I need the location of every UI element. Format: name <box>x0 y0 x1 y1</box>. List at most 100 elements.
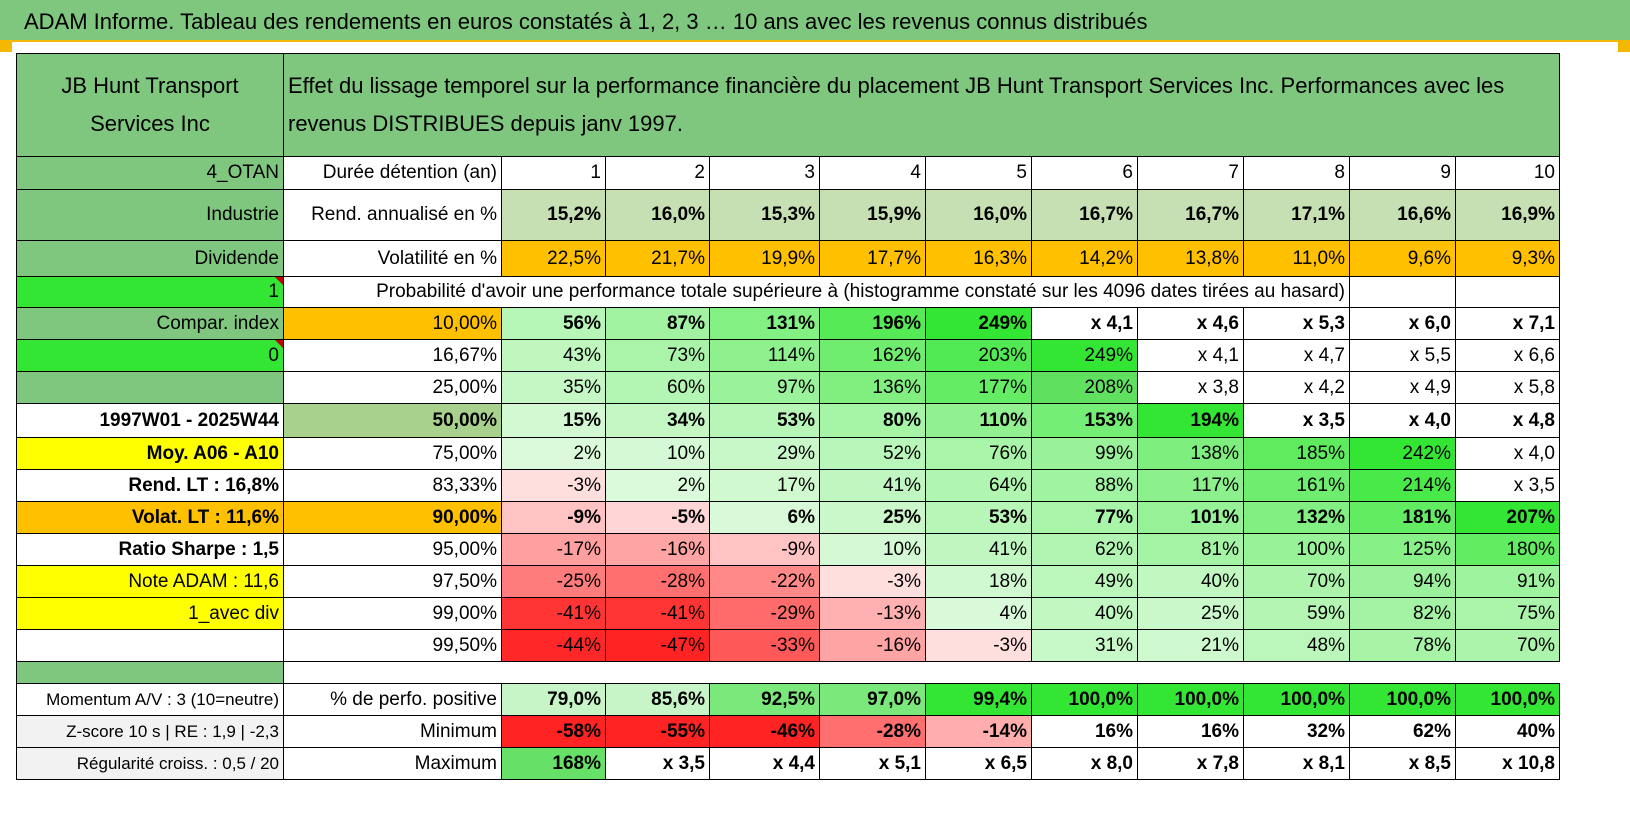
stats-row: Z-score 10 s | RE : 1,9 | -2,3 Minimum -58… <box>16 715 1560 748</box>
probability-value: 53% <box>709 403 820 438</box>
stats-value: 79,0% <box>501 683 606 716</box>
probability-value: x 4,9 <box>1349 371 1456 404</box>
probability-value: -16% <box>819 629 926 662</box>
stats-value: 85,6% <box>605 683 710 716</box>
rend-value: 16,9% <box>1455 189 1560 241</box>
stats-side-label: Régularité croiss. : 0,5 / 20 <box>16 747 284 780</box>
probability-row: 0 16,67% 43% 73% 114% 162% 203% 249% x 4,1 x 4,7 x… <box>16 339 1560 372</box>
progress-bar <box>16 661 284 684</box>
row-label: Volatilité en % <box>283 240 502 277</box>
rend-value: 15,2% <box>501 189 606 241</box>
probability-value: 4% <box>925 597 1032 630</box>
empty-cell <box>1455 276 1560 308</box>
probability-row: Volat. LT : 11,6% 90,00% -9% -5% 6% 25% 53% 77%… <box>16 501 1560 534</box>
probability-value: -33% <box>709 629 820 662</box>
probability-value: 117% <box>1137 469 1244 502</box>
probability-value: 29% <box>709 437 820 470</box>
stats-value: 40% <box>1455 715 1560 748</box>
stats-label: Minimum <box>283 715 502 748</box>
stats-value: -46% <box>709 715 820 748</box>
vol-value: 11,0% <box>1243 240 1350 277</box>
row-label: Durée détention (an) <box>283 156 502 190</box>
stats-value: 100,0% <box>1031 683 1138 716</box>
probability-value: 82% <box>1349 597 1456 630</box>
probability-threshold: 75,00% <box>283 437 502 470</box>
row-side-label <box>16 629 284 662</box>
duration-header: 6 <box>1031 156 1138 190</box>
probability-value: 177% <box>925 371 1032 404</box>
probability-threshold: 83,33% <box>283 469 502 502</box>
rend-value: 16,7% <box>1137 189 1244 241</box>
duration-header: 1 <box>501 156 606 190</box>
probability-value: 70% <box>1455 629 1560 662</box>
probability-value: 62% <box>1031 533 1138 566</box>
duration-header: 8 <box>1243 156 1350 190</box>
probability-row: Ratio Sharpe : 1,5 95,00% -17% -16% -9% 10% 41… <box>16 533 1560 566</box>
corner-marker-left <box>0 42 12 52</box>
probability-threshold: 16,67% <box>283 339 502 372</box>
row-side-label: Volat. LT : 11,6% <box>16 501 284 534</box>
probability-threshold: 25,00% <box>283 371 502 404</box>
probability-value: 153% <box>1031 403 1138 438</box>
probability-value: -3% <box>501 469 606 502</box>
stats-row: Momentum A/V : 3 (10=neutre)% de perfo. … <box>16 683 1560 716</box>
probability-value: 114% <box>709 339 820 372</box>
probability-value: 242% <box>1349 437 1456 470</box>
probability-threshold: 97,50% <box>283 565 502 598</box>
vol-value: 14,2% <box>1031 240 1138 277</box>
probability-value: 41% <box>925 533 1032 566</box>
duration-header: 2 <box>605 156 710 190</box>
probability-value: 10% <box>819 533 926 566</box>
stats-value: x 3,5 <box>605 747 710 780</box>
vol-value: 16,3% <box>925 240 1032 277</box>
probability-value: -44% <box>501 629 606 662</box>
probability-value: x 5,3 <box>1243 307 1350 340</box>
stats-value: x 4,4 <box>709 747 820 780</box>
row-side-label <box>16 371 284 404</box>
rend-value: 16,0% <box>605 189 710 241</box>
report-title-bar: ADAM Informe. Tableau des rendements en … <box>0 0 1630 42</box>
probability-value: x 6,0 <box>1349 307 1456 340</box>
probability-value: 73% <box>605 339 710 372</box>
probability-value: -9% <box>709 533 820 566</box>
stats-label: Maximum <box>283 747 502 780</box>
probability-row: 99,50% -44% -47% -33% -16% -3% 31% 21% 48% 78% 70% <box>16 629 1560 662</box>
probability-value: 136% <box>819 371 926 404</box>
probability-value: 249% <box>1031 339 1138 372</box>
duration-header: 5 <box>925 156 1032 190</box>
stats-value: x 8,5 <box>1349 747 1456 780</box>
probability-row: 25,00% 35% 60% 97% 136% 177% 208% x 3,8 x 4,2 x 4… <box>16 371 1560 404</box>
row-side-label: 0 <box>16 339 284 372</box>
stats-value: 16% <box>1031 715 1138 748</box>
probability-value: 97% <box>709 371 820 404</box>
stats-value: -14% <box>925 715 1032 748</box>
probability-row: Moy. A06 - A10 75,00% 2% 10% 29% 52% 76% 99% 138… <box>16 437 1560 470</box>
vol-value: 22,5% <box>501 240 606 277</box>
probability-value: x 3,8 <box>1137 371 1244 404</box>
probability-value: 76% <box>925 437 1032 470</box>
probability-threshold: 99,00% <box>283 597 502 630</box>
probability-value: 132% <box>1243 501 1350 534</box>
stats-value: -58% <box>501 715 606 748</box>
duration-header: 9 <box>1349 156 1456 190</box>
probability-value: 40% <box>1137 565 1244 598</box>
probability-value: 70% <box>1243 565 1350 598</box>
duration-header: 10 <box>1455 156 1560 190</box>
probability-value: x 3,5 <box>1455 469 1560 502</box>
probability-value: 194% <box>1137 403 1244 438</box>
probability-value: 52% <box>819 437 926 470</box>
probability-value: 185% <box>1243 437 1350 470</box>
stats-value: 99,4% <box>925 683 1032 716</box>
stats-value: 168% <box>501 747 606 780</box>
vol-row: Dividende Volatilité en % 22,5% 21,7% 19,9% 1… <box>16 240 1560 277</box>
probability-value: 91% <box>1455 565 1560 598</box>
probability-value: x 5,5 <box>1349 339 1456 372</box>
probability-value: -25% <box>501 565 606 598</box>
probability-value: 64% <box>925 469 1032 502</box>
probability-value: x 4,0 <box>1455 437 1560 470</box>
report-title: ADAM Informe. Tableau des rendements en … <box>24 9 1148 34</box>
vol-value: 21,7% <box>605 240 710 277</box>
probability-row: Note ADAM : 11,6 97,50% -25% -28% -22% -3% 18%… <box>16 565 1560 598</box>
stats-value: x 8,1 <box>1243 747 1350 780</box>
stats-value: -55% <box>605 715 710 748</box>
